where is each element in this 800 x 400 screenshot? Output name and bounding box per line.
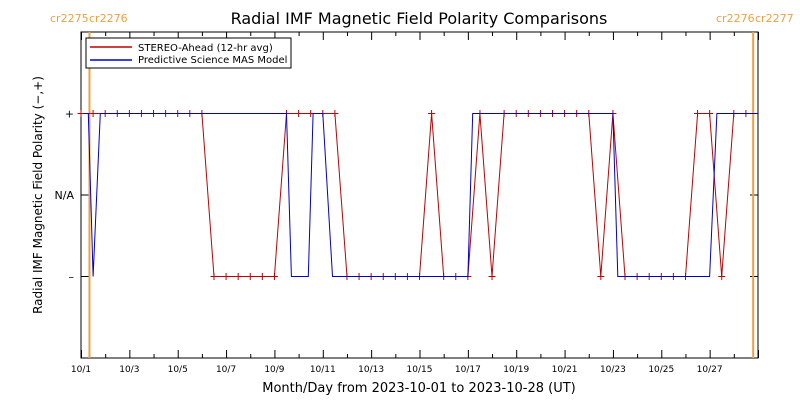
plot-area: 10/1 10/3 10/5 10/7 10/9 10/11 10/13 10/15 10/17… bbox=[55, 31, 759, 375]
x-tick-label: 10/27 bbox=[697, 365, 723, 375]
y-axis-label: Radial IMF Magnetic Field Polarity (−,+) bbox=[31, 76, 45, 314]
chart-title: Radial IMF Magnetic Field Polarity Compa… bbox=[231, 9, 608, 28]
data-point-marker bbox=[295, 110, 303, 117]
x-tick-label: 10/19 bbox=[503, 365, 529, 375]
legend-box bbox=[85, 37, 292, 69]
x-tick-label: 10/11 bbox=[310, 365, 336, 375]
y-tick-label: + bbox=[65, 108, 74, 121]
x-tick-label: 10/15 bbox=[407, 365, 433, 375]
x-tick-label: 10/25 bbox=[648, 365, 674, 375]
cr-label-end-left: cr2276 bbox=[716, 12, 755, 25]
x-axis-label: Month/Day from 2023-10-01 to 2023-10-28 … bbox=[262, 381, 575, 396]
x-tick-label: 10/23 bbox=[600, 365, 626, 375]
x-tick-label: 10/13 bbox=[358, 365, 384, 375]
plot-frame bbox=[80, 31, 759, 359]
series-line-0 bbox=[81, 113, 746, 277]
data-point-marker bbox=[210, 273, 218, 280]
data-point-marker bbox=[222, 273, 230, 280]
cr-label-start-right: cr2276 bbox=[89, 12, 128, 25]
x-tick-label: 10/7 bbox=[216, 365, 236, 375]
data-point-marker bbox=[428, 110, 436, 117]
data-point-marker bbox=[246, 273, 254, 280]
x-tick-label: 10/1 bbox=[71, 365, 91, 375]
series-line-1 bbox=[83, 113, 758, 277]
data-point-marker bbox=[89, 110, 97, 117]
data-point-marker bbox=[258, 273, 266, 280]
x-tick-label: 10/17 bbox=[455, 365, 481, 375]
cr-label-start-left: cr2275 bbox=[50, 12, 89, 25]
legend: STEREO-Ahead (12-hr avg) Predictive Scie… bbox=[85, 37, 292, 69]
legend-label-mas: Predictive Science MAS Model bbox=[138, 55, 287, 66]
x-tick-label: 10/3 bbox=[119, 365, 139, 375]
cr-label-end-right: cr2277 bbox=[755, 12, 794, 25]
data-point-marker bbox=[77, 110, 85, 117]
data-point-marker bbox=[597, 273, 605, 280]
data-point-marker bbox=[706, 110, 714, 117]
data-point-marker bbox=[718, 273, 726, 280]
x-tick-label: 10/9 bbox=[264, 365, 284, 375]
y-tick-label: – bbox=[69, 271, 75, 284]
data-point-marker bbox=[694, 110, 702, 117]
legend-label-stereo: STEREO-Ahead (12-hr avg) bbox=[138, 43, 273, 54]
data-point-marker bbox=[331, 110, 339, 117]
x-tick-label: 10/5 bbox=[168, 365, 188, 375]
x-tick-label: 10/21 bbox=[552, 365, 578, 375]
y-tick-label: N/A bbox=[55, 189, 75, 202]
data-point-marker bbox=[270, 273, 278, 280]
data-point-marker bbox=[488, 273, 496, 280]
data-point-marker bbox=[234, 273, 242, 280]
